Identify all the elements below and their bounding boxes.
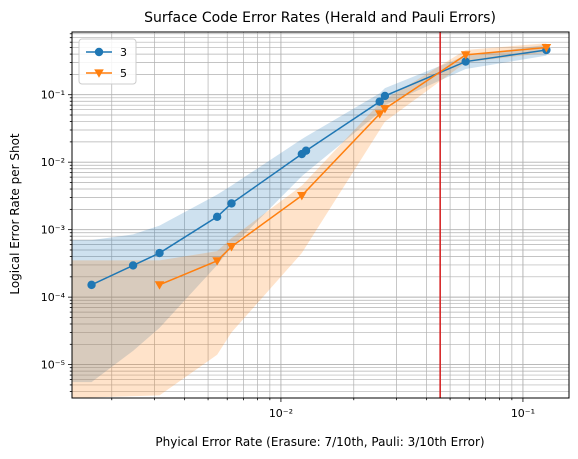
data-point-5 [460, 51, 471, 60]
data-point-3 [380, 91, 390, 101]
data-point-5 [374, 110, 385, 119]
data-point-5 [380, 105, 390, 114]
confidence-band-5 [72, 43, 547, 398]
legend-marker-3 [94, 47, 104, 57]
data-point-3 [128, 261, 138, 270]
data-point-3 [227, 199, 236, 208]
grid-group [72, 32, 569, 398]
series-group [87, 43, 552, 290]
plot-area: 10⁻² 10⁻¹10⁻⁵10⁻⁴10⁻³10⁻²10⁻¹35 [41, 31, 570, 420]
data-point-3 [461, 57, 470, 66]
chart-title: Surface Code Error Rates (Herald and Pau… [144, 10, 496, 26]
y-tick-label: 10⁻² [41, 156, 65, 169]
axes-frame [71, 31, 570, 399]
x-tick-label: 10⁻² [269, 407, 293, 420]
data-point-5 [226, 243, 237, 252]
y-tick-label: 10⁻⁵ [41, 359, 65, 372]
x-tick-label: 10⁻¹ [511, 407, 535, 420]
y-tick-label: 10⁻³ [41, 224, 65, 237]
y-tick-label: 10⁻⁴ [41, 291, 66, 304]
legend-label-5: 5 [120, 67, 127, 80]
data-point-5 [212, 257, 222, 266]
data-point-3 [87, 280, 96, 290]
bands-group [72, 43, 547, 398]
legend-marker-5 [94, 69, 104, 78]
data-point-3 [301, 146, 311, 155]
data-point-3 [375, 97, 384, 106]
legend: 35 [78, 38, 137, 85]
data-point-3 [212, 212, 222, 222]
data-point-5 [541, 43, 552, 53]
legend-box [78, 38, 137, 85]
data-point-5 [297, 191, 307, 201]
y-axis-label: Logical Error Rate per Shot [8, 133, 22, 295]
data-point-3 [155, 248, 164, 258]
x-axis-label: Phyical Error Rate (Erasure: 7/10th, Pau… [155, 435, 484, 449]
data-point-5 [154, 281, 165, 290]
y-tick-label: 10⁻¹ [41, 89, 65, 102]
legend-label-3: 3 [120, 46, 127, 59]
confidence-band-3 [72, 44, 547, 383]
